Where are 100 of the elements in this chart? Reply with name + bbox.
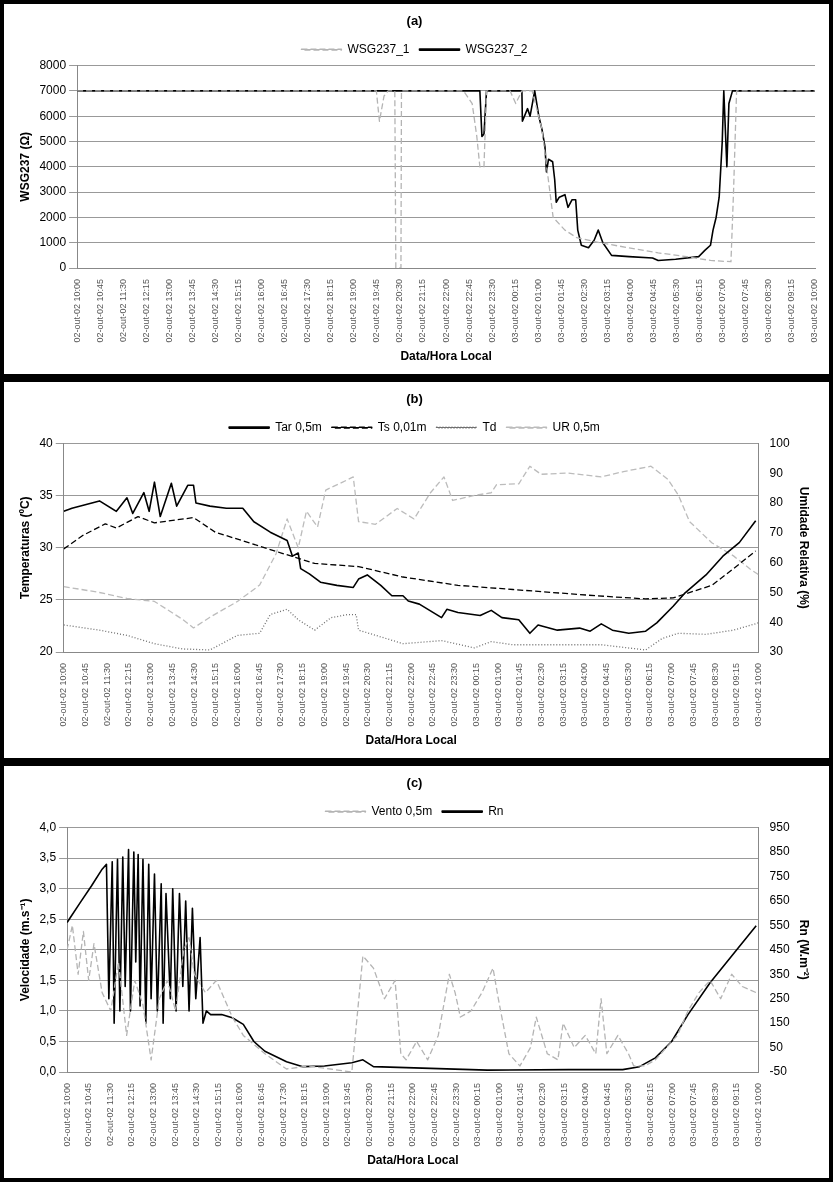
- x-tick-label: 02-out-02 10:00: [71, 279, 82, 343]
- y-axis-title: Temperaturas (ºC): [17, 496, 32, 600]
- y2-tick-label: 40: [769, 614, 784, 629]
- y-tick-label: 4000: [39, 159, 67, 174]
- y2-tick-label: 950: [769, 819, 790, 834]
- x-tick-label: 02-out-02 15:15: [210, 663, 221, 727]
- x-tick-label: 02-out-02 10:00: [58, 663, 69, 727]
- x-tick-label: 02-out-02 19:00: [320, 1083, 331, 1147]
- y-tick-label: 2000: [39, 209, 67, 224]
- x-tick-label: 02-out-02 10:45: [94, 279, 105, 343]
- x-tick-label: 03-out-02 05:30: [671, 279, 682, 343]
- y-tick-label: 35: [39, 488, 54, 503]
- x-tick-label: 02-out-02 11:30: [101, 663, 112, 726]
- x-tick-label: 03-out-02 05:30: [623, 1083, 634, 1147]
- x-tick-label: 02-out-02 19:45: [371, 279, 382, 343]
- y2-axis-title: Rn (W.m⁻²): [797, 919, 812, 980]
- y-tick-label: 3000: [39, 184, 67, 199]
- y2-tick-label: 50: [769, 584, 784, 599]
- y-tick-label: 2,5: [39, 911, 57, 926]
- x-tick-label: 02-out-02 16:45: [256, 1083, 267, 1147]
- chart-title: (b): [406, 391, 423, 407]
- x-tick-label: 03-out-02 07:45: [687, 663, 698, 727]
- x-tick-label: 02-out-02 23:30: [450, 1083, 461, 1147]
- x-tick-label: 03-out-02 07:45: [740, 279, 751, 343]
- y-tick-label: 7000: [39, 83, 67, 98]
- x-tick-label: 02-out-02 13:00: [163, 279, 174, 343]
- legend-label: UR 0,5m: [552, 419, 600, 434]
- chart-title: (c): [406, 775, 423, 791]
- x-tick-label: 02-out-02 16:45: [279, 279, 290, 343]
- x-tick-label: 02-out-02 15:15: [212, 1083, 223, 1147]
- y-tick-label: 0,0: [39, 1064, 57, 1079]
- x-tick-label: 03-out-02 06:15: [694, 279, 705, 343]
- x-tick-label: 03-out-02 01:45: [514, 663, 525, 727]
- y-tick-label: 2,0: [39, 942, 57, 957]
- x-axis-title: Data/Hora Local: [365, 733, 457, 748]
- y-tick-label: 0: [59, 260, 67, 275]
- x-tick-label: 02-out-02 11:30: [104, 1083, 115, 1146]
- y2-tick-label: 30: [769, 644, 784, 659]
- x-tick-label: 03-out-02 03:15: [558, 1083, 569, 1147]
- x-tick-label: 02-out-02 11:30: [117, 279, 128, 342]
- y2-tick-label: 150: [769, 1015, 790, 1030]
- x-tick-label: 02-out-02 18:15: [299, 1083, 310, 1147]
- x-tick-label: 02-out-02 20:30: [364, 1083, 375, 1147]
- legend-label: Rn: [488, 803, 504, 818]
- y2-tick-label: 90: [769, 465, 784, 480]
- y-axis-title: WSG237 (Ω): [17, 132, 32, 202]
- x-tick-label: 03-out-02 04:00: [580, 1083, 591, 1147]
- x-tick-label: 03-out-02 02:30: [535, 663, 546, 727]
- x-axis-title: Data/Hora Local: [400, 349, 492, 364]
- y-tick-label: 1000: [39, 235, 67, 250]
- x-tick-label: 03-out-02 01:45: [515, 1083, 526, 1147]
- y-tick-label: 0,5: [39, 1033, 57, 1048]
- x-tick-label: 02-out-02 19:45: [340, 663, 351, 727]
- x-tick-label: 02-out-02 17:30: [275, 663, 286, 727]
- y-axis-title: Velocidade (m.s⁻¹): [17, 898, 32, 1002]
- y2-tick-label: 450: [769, 942, 790, 957]
- y-tick-label: 20: [39, 644, 54, 659]
- x-tick-label: 03-out-02 09:15: [786, 279, 797, 343]
- y-tick-label: 8000: [39, 57, 67, 72]
- x-tick-label: 02-out-02 21:15: [385, 1083, 396, 1147]
- chart-title: (a): [406, 13, 423, 29]
- x-tick-label: 03-out-02 02:30: [578, 279, 589, 343]
- y2-tick-label: 70: [769, 525, 784, 540]
- x-tick-label: 02-out-02 22:00: [405, 663, 416, 727]
- x-tick-label: 03-out-02 03:15: [557, 663, 568, 727]
- x-tick-label: 02-out-02 16:00: [234, 1083, 245, 1147]
- x-tick-label: 03-out-02 04:00: [579, 663, 590, 727]
- y2-tick-label: 550: [769, 917, 790, 932]
- x-tick-label: 02-out-02 13:45: [166, 663, 177, 727]
- x-tick-label: 03-out-02 01:00: [493, 1083, 504, 1147]
- x-tick-label: 03-out-02 07:45: [688, 1083, 699, 1147]
- x-tick-label: 02-out-02 14:30: [209, 279, 220, 343]
- x-tick-label: 03-out-02 01:45: [555, 279, 566, 343]
- x-tick-label: 03-out-02 10:00: [753, 663, 764, 727]
- x-tick-label: 02-out-02 18:15: [325, 279, 336, 343]
- x-tick-label: 02-out-02 19:00: [318, 663, 329, 727]
- x-tick-label: 03-out-02 07:00: [666, 663, 677, 727]
- legend-label: WSG237_2: [465, 41, 528, 56]
- y2-tick-label: 100: [769, 435, 790, 450]
- x-tick-label: 03-out-02 06:15: [645, 1083, 656, 1147]
- y2-tick-label: 650: [769, 893, 790, 908]
- x-tick-label: 03-out-02 09:15: [731, 663, 742, 727]
- x-tick-label: 02-out-02 22:45: [428, 1083, 439, 1147]
- legend-label: Vento 0,5m: [371, 803, 433, 818]
- x-tick-label: 02-out-02 22:45: [463, 279, 474, 343]
- x-tick-label: 02-out-02 23:30: [449, 663, 460, 727]
- x-tick-label: 02-out-02 17:30: [277, 1083, 288, 1147]
- x-tick-label: 02-out-02 12:15: [126, 1083, 137, 1147]
- x-tick-label: 03-out-02 00:15: [472, 1083, 483, 1147]
- y-tick-label: 3,5: [39, 850, 57, 865]
- x-tick-label: 02-out-02 10:45: [79, 663, 90, 727]
- x-tick-label: 02-out-02 21:15: [383, 663, 394, 727]
- y2-tick-label: 60: [769, 555, 784, 570]
- x-tick-label: 02-out-02 12:15: [123, 663, 134, 727]
- y-tick-label: 1,5: [39, 972, 57, 987]
- y-tick-label: 40: [39, 435, 54, 450]
- x-tick-label: 03-out-02 06:15: [644, 663, 655, 727]
- x-tick-label: 03-out-02 04:45: [648, 279, 659, 343]
- x-tick-label: 02-out-02 13:00: [148, 1083, 158, 1147]
- x-tick-label: 02-out-02 20:30: [362, 663, 373, 727]
